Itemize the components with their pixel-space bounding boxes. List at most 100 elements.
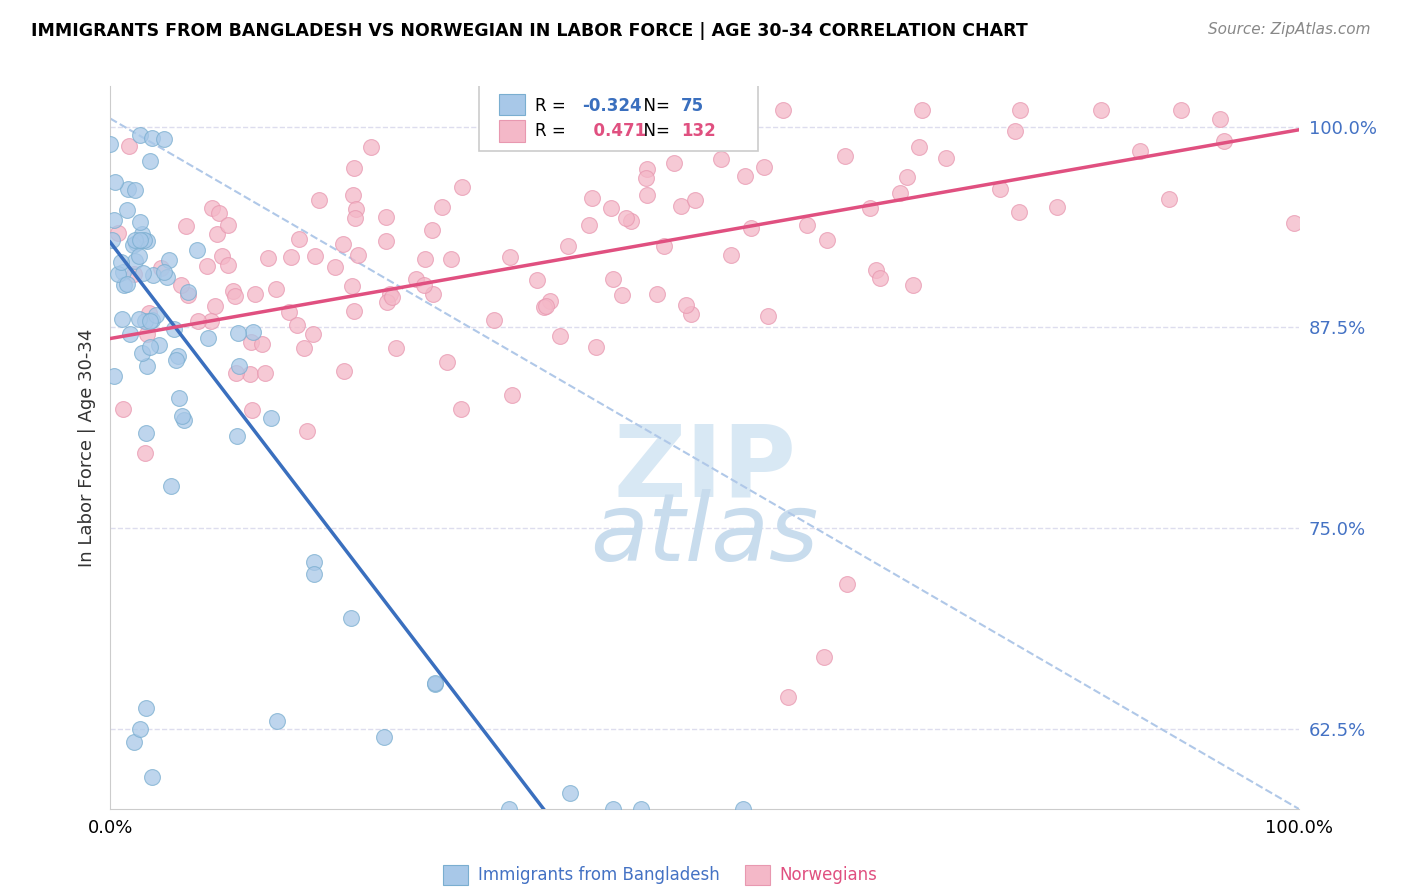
Text: N=: N= (633, 97, 675, 115)
Point (654, 239, 676, 253)
Point (141, 130, 163, 145)
Point (135, 426, 157, 441)
Point (136, 359, 159, 373)
Point (772, 103, 794, 118)
Point (342, 161, 364, 175)
Point (533, 301, 555, 315)
Text: 132: 132 (681, 122, 716, 140)
Point (720, 248, 742, 262)
Point (177, 285, 200, 299)
Point (869, 270, 891, 285)
Text: Immigrants from Bangladesh: Immigrants from Bangladesh (478, 866, 720, 884)
Point (375, 295, 398, 310)
Text: Norwegians: Norwegians (779, 866, 877, 884)
Point (122, 237, 145, 252)
FancyBboxPatch shape (479, 85, 758, 152)
Point (813, 649, 835, 664)
Point (911, 103, 934, 118)
Point (581, 191, 603, 205)
Text: ZIP: ZIP (613, 421, 796, 518)
Point (834, 149, 856, 163)
Point (145, 308, 167, 322)
Point (111, 311, 134, 326)
Point (115, 203, 138, 218)
Point (107, 267, 129, 281)
Point (204, 300, 226, 314)
Point (186, 243, 208, 257)
Point (375, 234, 398, 248)
Text: N=: N= (633, 122, 675, 140)
Point (499, 251, 522, 265)
Point (120, 326, 142, 341)
Point (645, 287, 668, 301)
Point (733, 118, 755, 132)
Point (131, 227, 153, 241)
Point (118, 138, 141, 153)
Point (436, 355, 458, 369)
Point (889, 186, 911, 201)
Point (425, 676, 447, 690)
Point (254, 367, 277, 381)
Point (295, 424, 318, 438)
Point (343, 211, 366, 226)
Point (516, 130, 538, 145)
Point (257, 252, 280, 266)
Point (128, 249, 150, 263)
Point (292, 341, 315, 355)
FancyBboxPatch shape (499, 120, 524, 142)
Point (360, 140, 382, 154)
Point (432, 201, 454, 215)
Point (340, 611, 363, 625)
Point (1090, 103, 1112, 118)
Point (534, 299, 557, 313)
Point (111, 402, 134, 417)
Point (163, 321, 186, 335)
Point (636, 161, 658, 176)
Point (734, 169, 756, 183)
Point (498, 802, 520, 816)
Point (174, 219, 197, 233)
Point (167, 391, 190, 405)
Point (124, 183, 146, 197)
Point (796, 219, 818, 233)
Point (482, 312, 505, 326)
Point (304, 555, 326, 569)
Point (550, 329, 572, 343)
Point (614, 211, 637, 226)
Point (1004, 124, 1026, 138)
Point (375, 210, 398, 224)
Point (413, 277, 436, 292)
Point (776, 690, 799, 704)
Point (578, 219, 600, 233)
Point (142, 268, 165, 283)
Point (731, 802, 754, 816)
Point (205, 227, 228, 242)
Point (675, 298, 697, 312)
Point (425, 677, 447, 691)
Point (669, 199, 692, 213)
Point (1008, 205, 1031, 219)
Point (333, 364, 356, 378)
Point (217, 258, 239, 272)
Point (122, 267, 145, 281)
Point (173, 413, 195, 427)
Point (681, 307, 703, 321)
Point (131, 345, 153, 359)
Point (304, 249, 326, 263)
Point (636, 188, 658, 202)
Point (280, 250, 302, 264)
Point (1170, 103, 1192, 118)
Point (177, 287, 200, 301)
Point (129, 233, 152, 247)
Point (557, 238, 579, 252)
Point (141, 312, 163, 326)
Point (501, 388, 523, 402)
Point (128, 312, 150, 326)
Point (602, 802, 624, 816)
Point (167, 349, 190, 363)
Point (134, 446, 156, 460)
Point (323, 260, 346, 274)
Point (450, 180, 472, 194)
Point (935, 151, 957, 165)
Point (152, 132, 174, 146)
